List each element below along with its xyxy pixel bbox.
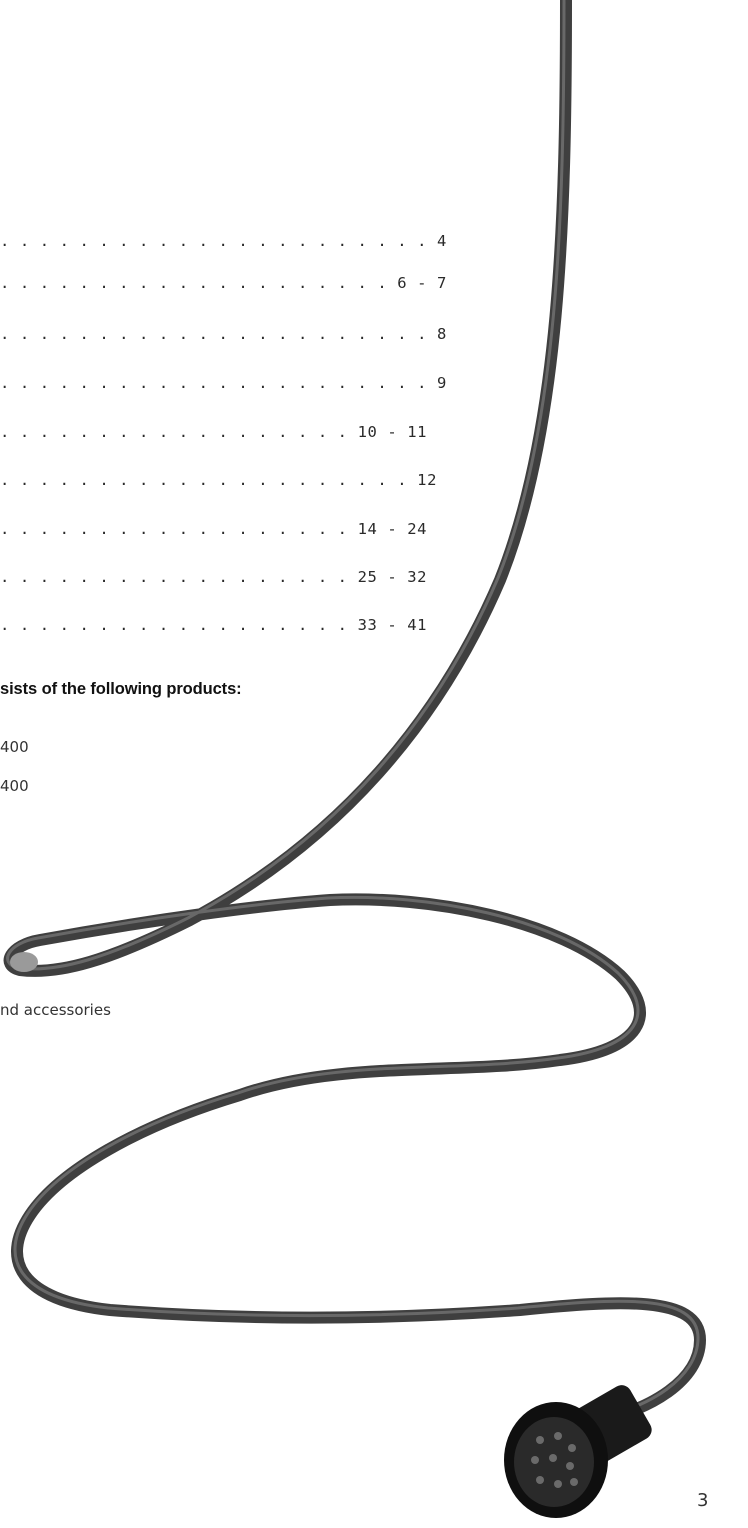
toc-page-number: 6 - 7 xyxy=(397,274,447,292)
toc-entry: . . . . . . . . . . . . . . . . . . 33 -… xyxy=(0,616,428,634)
toc-page-number: 9 xyxy=(437,374,447,392)
toc-entry: . . . . . . . . . . . . . . . . . . . . … xyxy=(0,232,447,250)
toc-page-number: 33 - 41 xyxy=(357,616,428,634)
product-item: 400 xyxy=(0,738,29,756)
product-item: nd accessories xyxy=(0,1001,111,1019)
toc-entry: . . . . . . . . . . . . . . . . . . . . … xyxy=(0,471,438,489)
products-heading: sists of the following products: xyxy=(0,680,242,698)
toc-page-number: 14 - 24 xyxy=(357,520,428,538)
cable-end xyxy=(10,952,38,972)
cable-highlight xyxy=(6,0,700,1420)
toc-page-number: 12 xyxy=(417,471,438,489)
toc-page-number: 8 xyxy=(437,325,447,343)
toc-entry: . . . . . . . . . . . . . . . . . . 14 -… xyxy=(0,520,428,538)
toc-entry: . . . . . . . . . . . . . . . . . . . . … xyxy=(0,325,447,343)
toc-page-number: 10 - 11 xyxy=(357,423,428,441)
toc-entry: . . . . . . . . . . . . . . . . . . 25 -… xyxy=(0,568,428,586)
product-item: 400 xyxy=(0,777,29,795)
toc-entry: . . . . . . . . . . . . . . . . . . . . … xyxy=(0,374,447,392)
toc-entry: . . . . . . . . . . . . . . . . . . 10 -… xyxy=(0,423,428,441)
toc-page-number: 4 xyxy=(437,232,447,250)
connector-plug xyxy=(504,1385,652,1518)
page-number: 3 xyxy=(697,1490,709,1511)
toc-page-number: 25 - 32 xyxy=(357,568,428,586)
toc-entry: . . . . . . . . . . . . . . . . . . . . … xyxy=(0,274,447,292)
cable-strand xyxy=(3,0,707,1426)
